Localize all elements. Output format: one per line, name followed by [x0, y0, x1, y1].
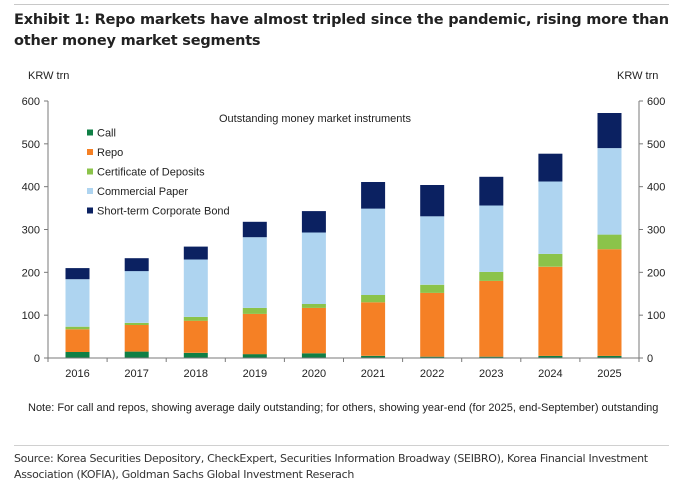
right-y-tick-label: 600 [647, 96, 665, 108]
bar-segment-short-term-corporate-bond-2023 [479, 176, 504, 206]
bar-segment-repo-2018 [183, 320, 208, 353]
bar-segment-commercial-paper-2022 [420, 216, 445, 285]
legend-label-call: Call [97, 128, 116, 140]
bar-segment-call-2025 [597, 355, 622, 358]
bar-segment-certificate-of-deposits-2019 [242, 307, 267, 314]
chart-note: Note: For call and repos, showing averag… [28, 402, 659, 414]
left-y-tick-label: 300 [22, 225, 40, 237]
bar-segment-certificate-of-deposits-2023 [479, 271, 504, 281]
right-y-tick-label: 400 [647, 182, 665, 194]
bar-segment-commercial-paper-2021 [361, 208, 386, 295]
legend-swatch-repo [87, 149, 93, 155]
x-tick-label: 2024 [538, 368, 562, 380]
bar-segment-commercial-paper-2017 [124, 271, 149, 323]
right-y-tick-label: 500 [647, 139, 665, 151]
left-y-tick-label: 400 [22, 182, 40, 194]
bar-segment-call-2016 [65, 352, 90, 358]
left-y-tick-label: 200 [22, 267, 40, 279]
right-axis-unit-label: KRW trn [617, 70, 659, 82]
bar-segment-certificate-of-deposits-2017 [124, 322, 149, 325]
bar-segment-commercial-paper-2020 [301, 232, 326, 304]
top-rule [14, 4, 669, 5]
chart-inner-title: Outstanding money market instruments [219, 113, 411, 125]
bar-segment-short-term-corporate-bond-2024 [538, 153, 563, 182]
legend-label-repo: Repo [97, 147, 123, 159]
bar-segment-short-term-corporate-bond-2025 [597, 113, 622, 149]
bar-segment-call-2024 [538, 355, 563, 358]
left-axis-unit-label: KRW trn [28, 70, 70, 82]
bar-segment-repo-2021 [361, 302, 386, 356]
legend: Call Repo Certificate of Deposits Commercia… [87, 128, 230, 218]
bar-segment-call-2020 [301, 353, 326, 358]
bar-segment-call-2023 [479, 356, 504, 358]
left-y-tick-label: 500 [22, 139, 40, 151]
right-y-tick-label: 0 [647, 353, 653, 365]
bar-segment-short-term-corporate-bond-2016 [65, 268, 90, 280]
bar-segment-commercial-paper-2019 [242, 237, 267, 308]
bar-segment-certificate-of-deposits-2022 [420, 284, 445, 293]
bar-segment-commercial-paper-2023 [479, 205, 504, 272]
x-tick-label: 2023 [479, 368, 503, 380]
legend-label-commercial-paper: Commercial Paper [97, 186, 188, 198]
x-tick-label: 2017 [124, 368, 148, 380]
x-tick-label: 2016 [65, 368, 89, 380]
x-tick-label: 2019 [243, 368, 267, 380]
bars-group [65, 113, 622, 358]
bar-segment-repo-2024 [538, 266, 563, 356]
bar-segment-repo-2023 [479, 280, 504, 357]
bar-segment-repo-2025 [597, 249, 622, 356]
bar-segment-short-term-corporate-bond-2018 [183, 246, 208, 260]
bar-segment-short-term-corporate-bond-2022 [420, 185, 445, 217]
bar-segment-repo-2019 [242, 313, 267, 355]
legend-label-short-term-corporate-bond: Short-term Corporate Bond [97, 206, 230, 218]
bar-segment-repo-2016 [65, 329, 90, 352]
bar-segment-certificate-of-deposits-2025 [597, 234, 622, 250]
x-tick-label: 2022 [420, 368, 444, 380]
bar-segment-commercial-paper-2018 [183, 259, 208, 317]
right-y-tick-label: 100 [647, 310, 665, 322]
bar-segment-repo-2020 [301, 307, 326, 354]
legend-label-certificate-of-deposits: Certificate of Deposits [97, 167, 205, 179]
bar-segment-short-term-corporate-bond-2019 [242, 221, 267, 238]
source-text: Source: Korea Securities Depository, Che… [14, 452, 648, 481]
right-y-tick-label: 300 [647, 225, 665, 237]
source-divider [14, 445, 669, 446]
left-y-tick-label: 0 [34, 353, 40, 365]
bar-segment-certificate-of-deposits-2024 [538, 253, 563, 267]
x-tick-label: 2020 [302, 368, 326, 380]
left-y-tick-label: 100 [22, 310, 40, 322]
x-tick-label: 2021 [361, 368, 385, 380]
bar-segment-call-2017 [124, 351, 149, 358]
stacked-bar-chart: 0 0 100 100 200 200 300 300 400 400 500 500 600 600 20… [22, 96, 666, 380]
bar-segment-certificate-of-deposits-2021 [361, 295, 386, 303]
legend-swatch-commercial-paper [87, 188, 93, 194]
legend-swatch-call [87, 129, 93, 136]
bar-segment-commercial-paper-2025 [597, 148, 622, 235]
bar-segment-repo-2017 [124, 325, 149, 352]
bar-segment-commercial-paper-2024 [538, 181, 563, 254]
bar-segment-certificate-of-deposits-2020 [301, 304, 326, 308]
right-y-tick-label: 200 [647, 267, 665, 279]
axes-group: 0 0 100 100 200 200 300 300 400 400 500 500 600 600 20… [22, 96, 666, 380]
bar-segment-call-2018 [183, 352, 208, 358]
exhibit-title: Exhibit 1: Repo markets have almost trip… [14, 12, 669, 49]
bar-segment-short-term-corporate-bond-2017 [124, 258, 149, 272]
bar-segment-call-2022 [420, 356, 445, 358]
bar-segment-certificate-of-deposits-2018 [183, 316, 208, 321]
bar-segment-short-term-corporate-bond-2020 [301, 211, 326, 233]
left-y-tick-label: 600 [22, 96, 40, 108]
bar-segment-certificate-of-deposits-2016 [65, 326, 90, 330]
bar-segment-call-2019 [242, 354, 267, 358]
legend-swatch-short-term-corporate-bond [87, 207, 93, 214]
bar-segment-repo-2022 [420, 292, 445, 357]
bar-segment-commercial-paper-2016 [65, 279, 90, 327]
bar-segment-call-2021 [361, 355, 386, 358]
bar-segment-short-term-corporate-bond-2021 [361, 182, 386, 209]
x-tick-label: 2018 [184, 368, 208, 380]
legend-swatch-certificate-of-deposits [87, 168, 93, 175]
x-tick-label: 2025 [597, 368, 621, 380]
